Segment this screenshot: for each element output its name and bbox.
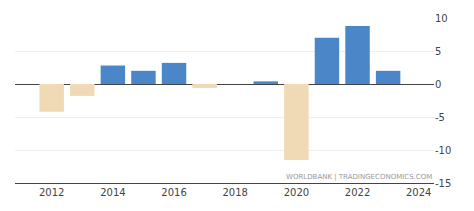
svg-text:-15: -15 [435,178,451,189]
svg-text:WORLDBANK | TRADINGECONOMICS.C: WORLDBANK | TRADINGECONOMICS.COM [286,173,432,181]
svg-text:2022: 2022 [345,187,370,198]
svg-text:2018: 2018 [222,187,247,198]
svg-text:2016: 2016 [161,187,186,198]
svg-text:2024: 2024 [406,187,431,198]
svg-text:5: 5 [435,46,441,57]
svg-text:2020: 2020 [284,187,309,198]
svg-text:2014: 2014 [100,187,125,198]
svg-text:10: 10 [435,13,448,24]
svg-text:-10: -10 [435,145,451,156]
svg-text:-5: -5 [435,112,445,123]
svg-text:0: 0 [435,79,441,90]
svg-text:2012: 2012 [39,187,64,198]
